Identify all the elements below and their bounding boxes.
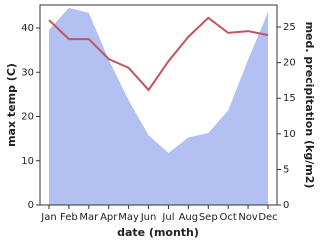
x-tick-label: Jan: [40, 212, 56, 223]
x-tick-label: Oct: [220, 212, 237, 223]
x-tick-label: Aug: [179, 212, 199, 223]
y2-tick-label: 25: [283, 22, 296, 33]
x-tick-label: Jul: [161, 212, 174, 223]
y2-tick-label: 10: [283, 129, 296, 140]
y-axis-label: max temp (C): [5, 63, 18, 147]
x-tick-label: Jun: [140, 212, 157, 223]
y2-axis-label: med. precipitation (kg/m2): [303, 22, 316, 189]
x-tick-label: Mar: [79, 212, 99, 223]
chart: date (month) max temp (C) med. precipita…: [5, 4, 316, 239]
x-tick-label: Apr: [100, 212, 118, 223]
y-tick-label: 40: [21, 23, 34, 34]
y-tick-label: 0: [28, 200, 34, 211]
y-tick-label: 20: [21, 112, 34, 123]
precipitation-area: [49, 7, 268, 206]
y2-tick-label: 0: [283, 200, 289, 211]
x-axis-label: date (month): [117, 226, 199, 239]
x-tick-label: Dec: [258, 212, 277, 223]
y-tick-label: 30: [21, 67, 34, 78]
y2-tick-label: 15: [283, 93, 296, 104]
x-tick-label: Sep: [199, 212, 218, 223]
y2-tick-label: 20: [283, 58, 296, 69]
x-tick-label: Feb: [60, 212, 78, 223]
y-tick-label: 10: [21, 156, 34, 167]
temp-line: [48, 16, 269, 92]
x-tick-label: Nov: [238, 212, 258, 223]
plot-frame: [39, 4, 278, 206]
y2-tick-label: 5: [283, 164, 289, 175]
x-tick-label: May: [118, 212, 139, 223]
